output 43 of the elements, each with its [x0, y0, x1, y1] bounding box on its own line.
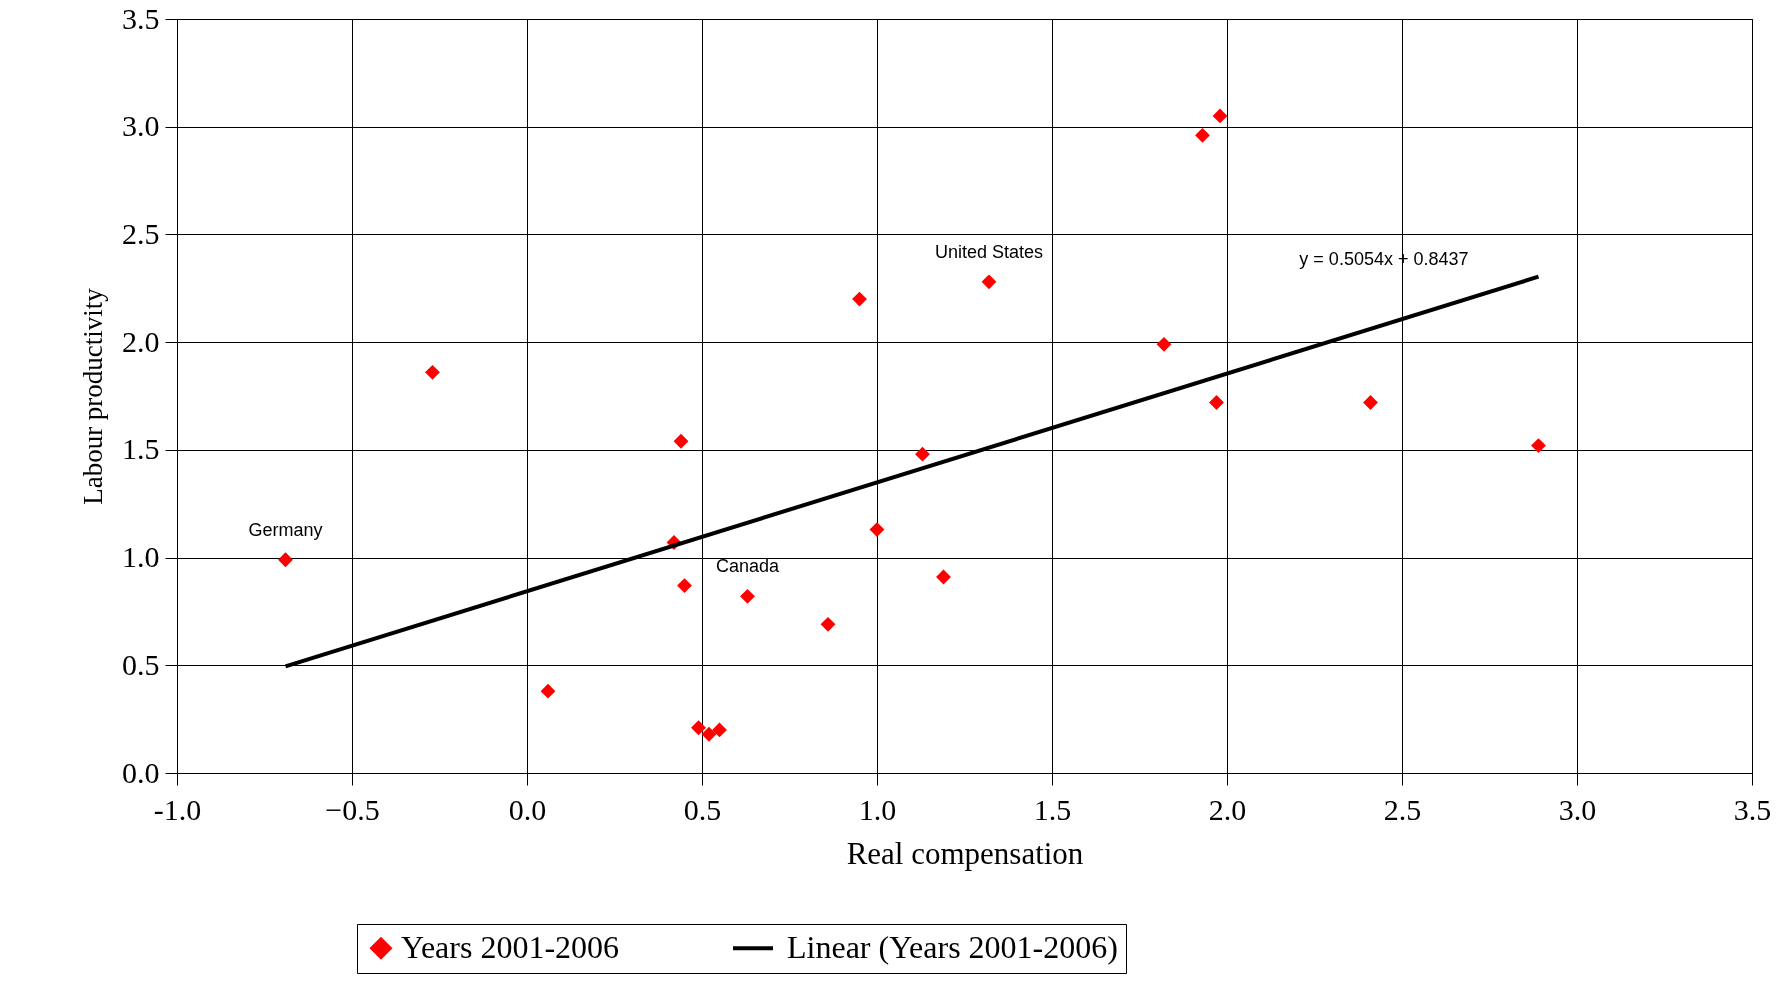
- legend-label: Years 2001-2006: [401, 929, 620, 966]
- point: [1531, 438, 1546, 453]
- point: [712, 722, 727, 738]
- y-axis-title: Labour productivity: [78, 287, 108, 505]
- point: [1212, 108, 1228, 124]
- point: [278, 552, 293, 568]
- y-tick-label: 1.5: [122, 432, 160, 466]
- y-tick-label: 0.5: [122, 647, 160, 681]
- x-tick-label: 0.5: [683, 792, 722, 826]
- x-tick-label: 1.5: [1033, 792, 1072, 826]
- x-tick-label: 3.5: [1733, 792, 1772, 826]
- y-tick-label: 3.5: [122, 1, 160, 35]
- x-tick-label: 0.0: [508, 792, 547, 826]
- annotation: United States: [934, 241, 1044, 262]
- point: [1363, 395, 1378, 410]
- y-tick-label: 2.0: [122, 324, 160, 358]
- point: [425, 364, 440, 380]
- point: [915, 446, 930, 462]
- legend-label: Linear (Years 2001-2006): [787, 929, 1118, 966]
- point: [1156, 336, 1172, 352]
- y-tick-label: 0.0: [122, 755, 160, 789]
- point: [673, 433, 689, 449]
- point: [820, 616, 836, 632]
- point: [981, 274, 997, 290]
- y-tick-label: 2.5: [122, 216, 160, 250]
- point: [691, 720, 706, 736]
- y-tick-label: 3.0: [122, 109, 160, 143]
- annotation: Canada: [715, 556, 781, 577]
- point: [1209, 395, 1224, 410]
- x-tick-label: 3.0: [1558, 792, 1597, 826]
- annotation: Germany: [248, 519, 323, 540]
- x-tick-label: 2.5: [1383, 792, 1422, 826]
- y-tick-label: 1.0: [122, 540, 160, 574]
- point: [701, 726, 717, 742]
- x-axis-title: Real compensation: [846, 835, 1084, 871]
- x-tick-label: 1.0: [858, 792, 897, 826]
- point: [677, 578, 692, 593]
- point: [540, 683, 556, 699]
- x-tick-label: 2.0: [1208, 792, 1247, 826]
- point: [740, 588, 755, 604]
- point: [1195, 127, 1210, 143]
- x-tick-label: −0.5: [325, 792, 380, 826]
- x-tick-label: -1.0: [153, 792, 202, 826]
